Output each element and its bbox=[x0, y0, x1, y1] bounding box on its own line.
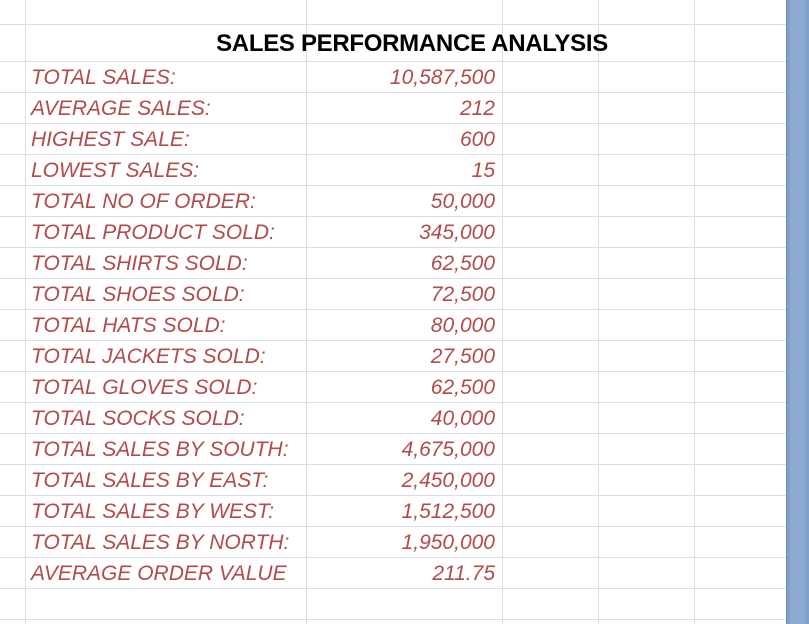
grid-line bbox=[306, 0, 307, 624]
row-value: 27,500 bbox=[430, 345, 495, 368]
table-row[interactable]: TOTAL NO OF ORDER: 50,000 bbox=[0, 186, 786, 217]
row-label: TOTAL PRODUCT SOLD: bbox=[31, 221, 275, 244]
row-label: TOTAL JACKETS SOLD: bbox=[31, 345, 266, 368]
row-label: TOTAL SALES BY WEST: bbox=[31, 500, 275, 523]
grid-line bbox=[502, 0, 503, 624]
vertical-scrollbar[interactable] bbox=[786, 0, 809, 624]
table-row[interactable]: HIGHEST SALE: 600 bbox=[0, 124, 786, 155]
row-value: 62,500 bbox=[430, 376, 495, 399]
grid-line bbox=[0, 371, 786, 372]
row-value: 1,512,500 bbox=[401, 500, 495, 523]
grid-line bbox=[0, 526, 786, 527]
table-row[interactable]: AVERAGE ORDER VALUE 211.75 bbox=[0, 558, 786, 589]
grid-line bbox=[0, 402, 786, 403]
row-value: 80,000 bbox=[430, 314, 495, 337]
table-row[interactable]: TOTAL SOCKS SOLD: 40,000 bbox=[0, 403, 786, 434]
row-label: LOWEST SALES: bbox=[31, 159, 200, 182]
table-row[interactable]: TOTAL PRODUCT SOLD: 345,000 bbox=[0, 217, 786, 248]
row-label: TOTAL SHOES SOLD: bbox=[31, 283, 245, 306]
grid-line bbox=[694, 0, 695, 624]
grid-line bbox=[0, 340, 786, 341]
grid-line bbox=[0, 216, 786, 217]
row-label: HIGHEST SALE: bbox=[31, 128, 190, 151]
grid-line bbox=[0, 433, 786, 434]
row-value: 600 bbox=[459, 128, 495, 151]
grid-line bbox=[0, 495, 786, 496]
row-value: 72,500 bbox=[430, 283, 495, 306]
row-label: TOTAL SALES: bbox=[31, 66, 176, 89]
grid-line bbox=[0, 61, 786, 62]
row-label: AVERAGE SALES: bbox=[31, 97, 211, 120]
table-row[interactable]: TOTAL SALES BY WEST: 1,512,500 bbox=[0, 496, 786, 527]
row-label: TOTAL SALES BY NORTH: bbox=[31, 531, 290, 554]
row-value: 15 bbox=[471, 159, 495, 182]
grid-line bbox=[0, 154, 786, 155]
table-row[interactable]: TOTAL SALES BY SOUTH: 4,675,000 bbox=[0, 434, 786, 465]
row-value: 50,000 bbox=[430, 190, 495, 213]
grid-line bbox=[0, 309, 786, 310]
row-label: TOTAL SALES BY EAST: bbox=[31, 469, 269, 492]
grid-line bbox=[0, 464, 786, 465]
row-value: 211.75 bbox=[432, 562, 495, 585]
table-row[interactable]: TOTAL GLOVES SOLD: 62,500 bbox=[0, 372, 786, 403]
table-row[interactable]: TOTAL SHOES SOLD: 72,500 bbox=[0, 279, 786, 310]
row-value: 2,450,000 bbox=[401, 469, 495, 492]
row-label: TOTAL SALES BY SOUTH: bbox=[31, 438, 289, 461]
row-label: TOTAL NO OF ORDER: bbox=[31, 190, 256, 213]
table-row[interactable]: TOTAL SALES: 10,587,500 bbox=[0, 62, 786, 93]
table-row[interactable]: TOTAL JACKETS SOLD: 27,500 bbox=[0, 341, 786, 372]
row-value: 345,000 bbox=[419, 221, 495, 244]
table-row[interactable]: TOTAL HATS SOLD: 80,000 bbox=[0, 310, 786, 341]
row-value: 10,587,500 bbox=[389, 66, 495, 89]
row-value: 40,000 bbox=[430, 407, 495, 430]
table-row[interactable]: LOWEST SALES: 15 bbox=[0, 155, 786, 186]
row-label: TOTAL HATS SOLD: bbox=[31, 314, 226, 337]
grid-line bbox=[0, 619, 786, 620]
row-value: 62,500 bbox=[430, 252, 495, 275]
table-row[interactable]: TOTAL SHIRTS SOLD: 62,500 bbox=[0, 248, 786, 279]
grid-line bbox=[0, 185, 786, 186]
table-row[interactable]: TOTAL SALES BY EAST: 2,450,000 bbox=[0, 465, 786, 496]
grid-line bbox=[0, 588, 786, 589]
grid-line bbox=[25, 0, 26, 624]
row-label: TOTAL SHIRTS SOLD: bbox=[31, 252, 248, 275]
table-row[interactable]: TOTAL SALES BY NORTH: 1,950,000 bbox=[0, 527, 786, 558]
grid-line bbox=[0, 123, 786, 124]
row-value: 212 bbox=[459, 97, 495, 120]
row-label: TOTAL SOCKS SOLD: bbox=[31, 407, 245, 430]
sheet-title: SALES PERFORMANCE ANALYSIS bbox=[216, 30, 608, 57]
grid-line bbox=[0, 92, 786, 93]
grid-line bbox=[598, 0, 599, 624]
grid-line bbox=[0, 278, 786, 279]
row-value: 4,675,000 bbox=[401, 438, 495, 461]
grid-line bbox=[0, 24, 786, 25]
scrollbar-thumb[interactable] bbox=[790, 0, 805, 624]
grid-line bbox=[0, 247, 786, 248]
table-row[interactable]: AVERAGE SALES: 212 bbox=[0, 93, 786, 124]
grid-line bbox=[0, 557, 786, 558]
row-value: 1,950,000 bbox=[401, 531, 495, 554]
row-label: AVERAGE ORDER VALUE bbox=[31, 562, 287, 585]
row-label: TOTAL GLOVES SOLD: bbox=[31, 376, 258, 399]
